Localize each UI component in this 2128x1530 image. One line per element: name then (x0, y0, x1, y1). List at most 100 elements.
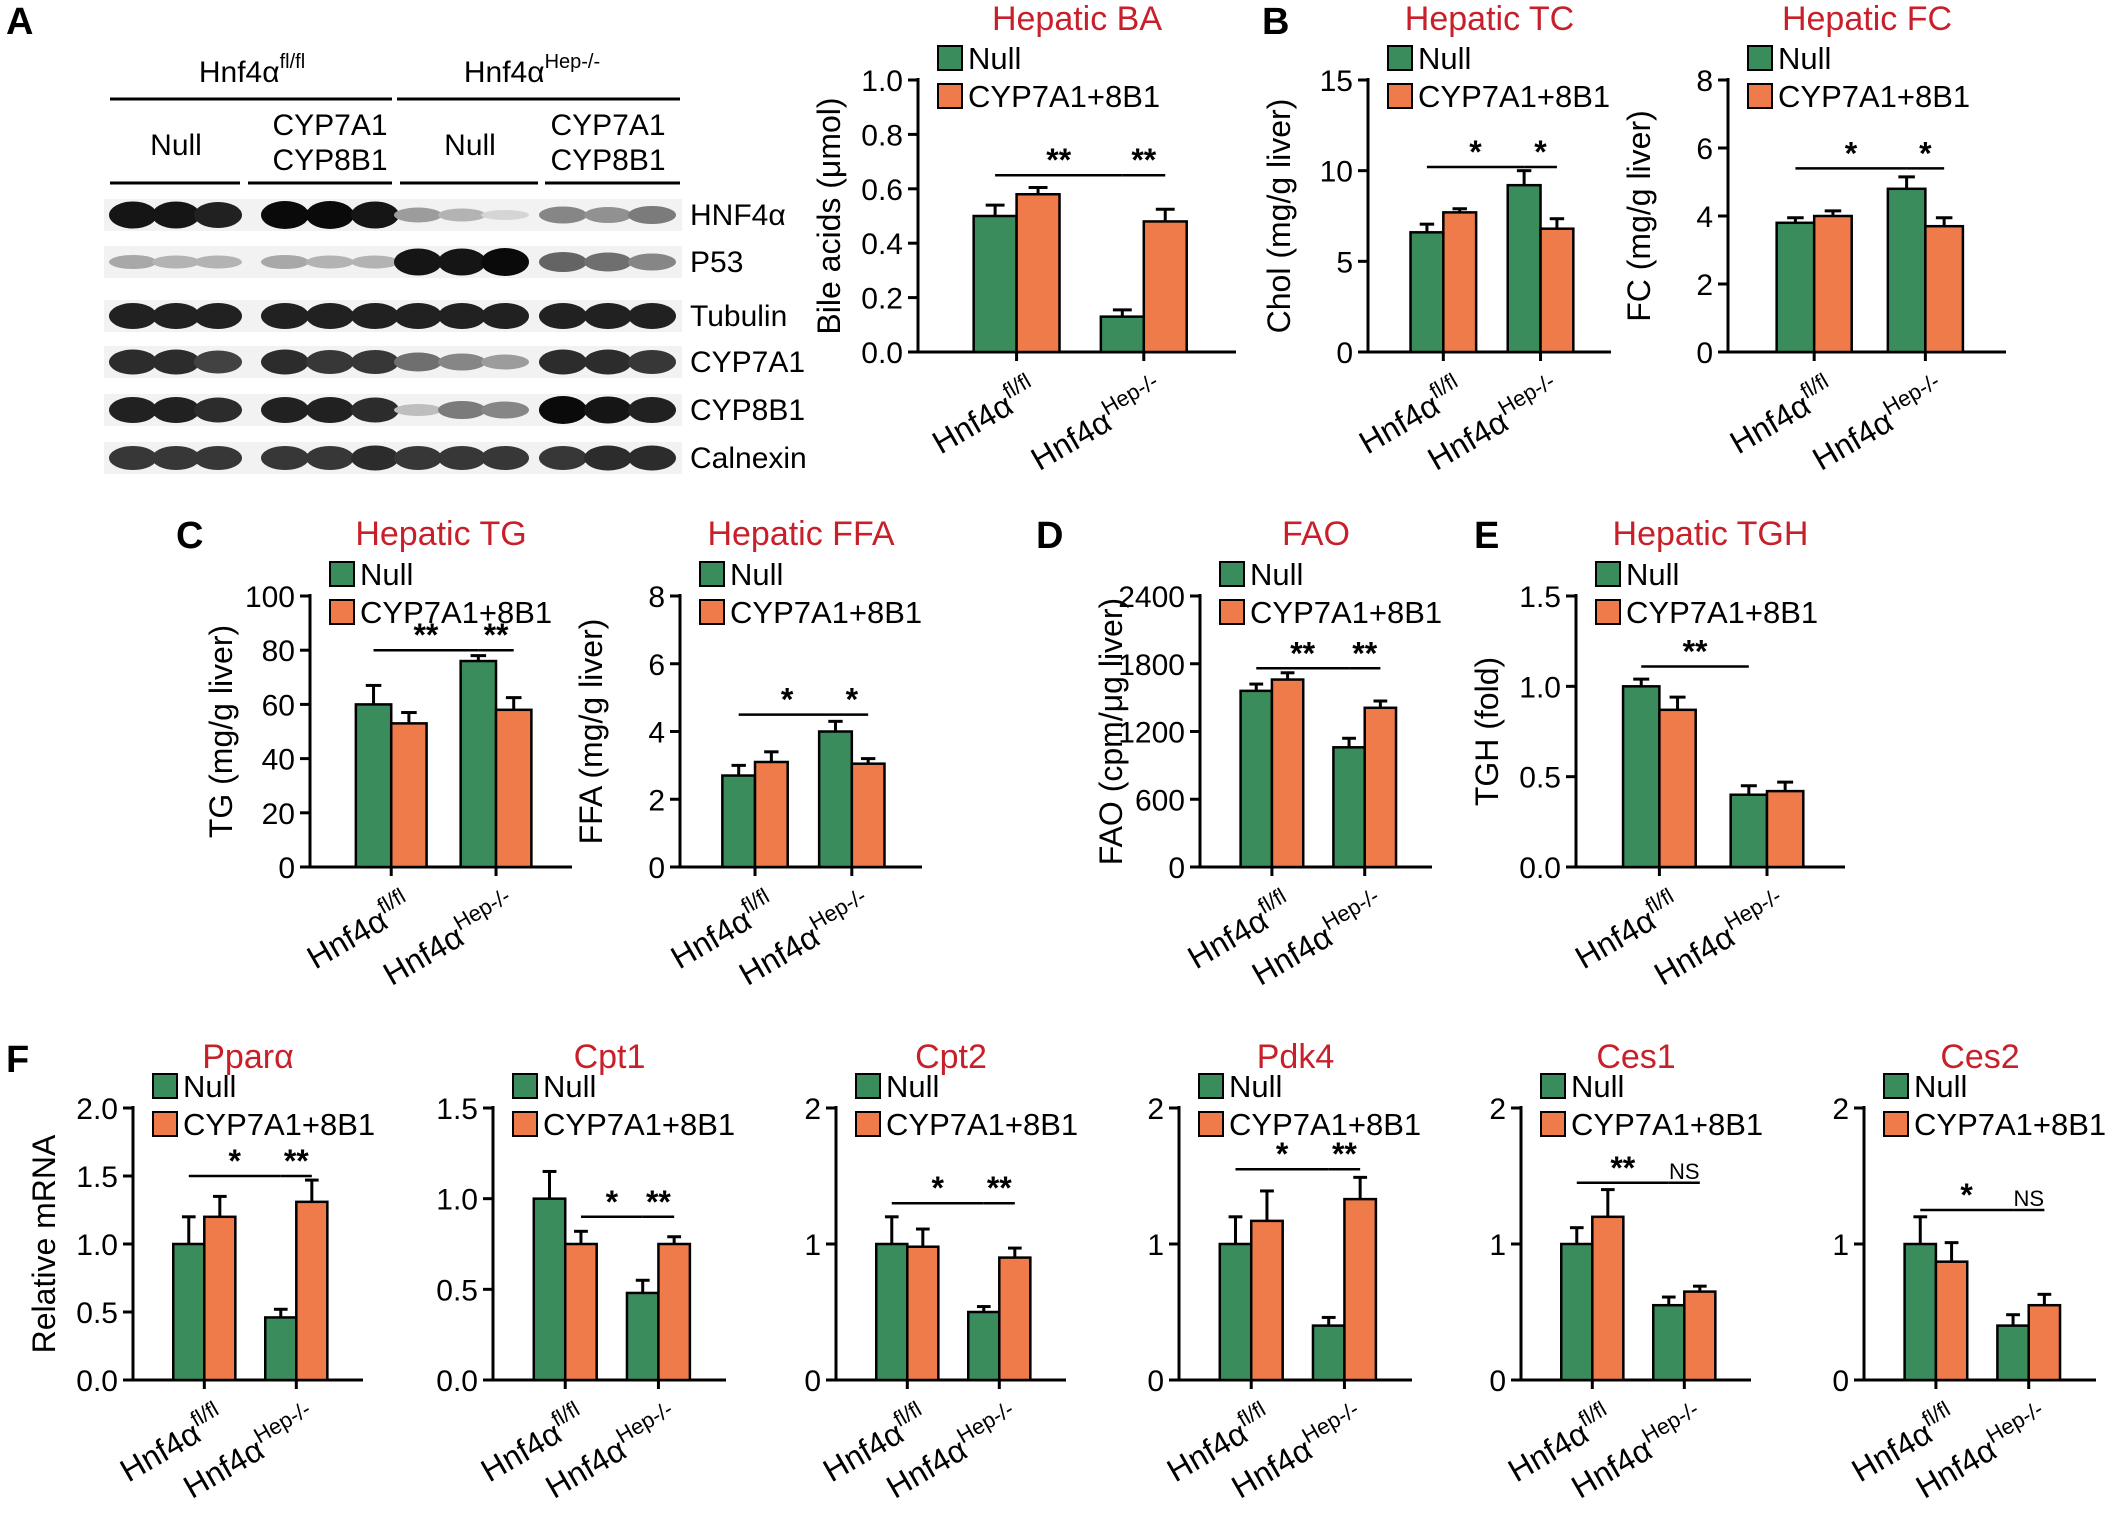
bar (1409, 231, 1445, 354)
legend-swatch (512, 1111, 538, 1137)
bar (1886, 187, 1927, 354)
blot-band (261, 201, 309, 229)
bar (1652, 1303, 1686, 1382)
blot-band (351, 397, 399, 423)
blot-band (306, 255, 354, 269)
significance-label: * (1469, 134, 1482, 170)
legend-swatch (937, 45, 963, 71)
blot-band (539, 446, 587, 470)
legend-swatch (1540, 1111, 1566, 1137)
y-tick-label: 10 (1320, 156, 1353, 189)
bar (1218, 1242, 1253, 1382)
legend-label: CYP7A1+8B1 (730, 595, 922, 630)
significance-label: ** (1332, 1136, 1357, 1172)
blot-band (481, 248, 529, 276)
chart-title: Pparα (202, 1038, 293, 1076)
significance-label: * (1919, 135, 1932, 171)
legend-label: Null (1571, 1069, 1624, 1104)
bar (875, 1242, 909, 1382)
y-tick-label: 0.6 (861, 174, 903, 207)
blot-band (109, 349, 157, 375)
blot-band (584, 396, 632, 424)
chart-fao: FAO FAO (cpm/μg liver) 0 600 1200 1800 2400 ** *… (1093, 515, 1442, 992)
blot-band (539, 303, 587, 329)
y-tick-label: 2 (1489, 1093, 1506, 1126)
y-tick-label: 6 (1696, 133, 1713, 166)
bar (972, 214, 1018, 354)
legend-swatch (855, 1073, 881, 1099)
bar (295, 1200, 329, 1382)
blot-row-label: Calnexin (690, 442, 807, 475)
blot-band (261, 397, 309, 423)
y-axis-label: Relative mRNA (26, 1134, 62, 1353)
y-tick-label: 2.0 (76, 1093, 118, 1126)
y-tick-label: 5 (1336, 246, 1353, 279)
blot-band (584, 303, 632, 329)
y-tick-label: 0.5 (1519, 762, 1561, 795)
blot-row-label: CYP8B1 (690, 394, 805, 427)
chart-tg: Hepatic TG TG (mg/g liver) 0 20 40 60 80 100 ** *… (203, 515, 572, 992)
bar (1539, 227, 1575, 354)
significance-label: ** (1290, 635, 1315, 671)
y-axis-label: TG (mg/g liver) (203, 625, 239, 838)
bar (203, 1215, 237, 1382)
bar (1239, 689, 1274, 869)
y-tick-label: 0 (648, 852, 665, 885)
bar (563, 1242, 598, 1382)
panel-letter-d: D (1036, 515, 1063, 557)
y-tick-label: 100 (245, 581, 295, 614)
blot-band (306, 201, 354, 229)
y-axis-label: TGH (fold) (1469, 657, 1505, 806)
legend-label: CYP7A1+8B1 (968, 79, 1160, 114)
y-tick-label: 1.0 (1519, 671, 1561, 704)
blot-band (152, 303, 200, 329)
legend-swatch (329, 599, 355, 625)
y-axis-label: FAO (cpm/μg liver) (1093, 598, 1129, 865)
bar (1343, 1197, 1378, 1382)
significance-label: * (606, 1184, 619, 1220)
legend-label: Null (1418, 41, 1471, 76)
y-tick-label: 1.0 (436, 1184, 478, 1217)
chart-title: Hepatic TGH (1613, 515, 1809, 553)
significance-label: ** (1131, 142, 1156, 178)
blot-band (394, 207, 442, 223)
y-tick-label: 2 (804, 1093, 821, 1126)
y-tick-label: 2 (648, 784, 665, 817)
blot-band (109, 255, 157, 269)
bar (1591, 1215, 1625, 1382)
significance-label: ** (1046, 142, 1071, 178)
blot-band (194, 446, 242, 470)
blot-sub-null-hep: Null (444, 129, 496, 162)
bar (1683, 1290, 1717, 1382)
y-tick-label: 0.0 (1519, 852, 1561, 885)
chart-tgh: Hepatic TGH TGH (fold) 0.0 0.5 1.0 1.5 ** NullC… (1469, 515, 1845, 992)
panel-letter-a: A (6, 1, 33, 43)
legend-label: CYP7A1+8B1 (1571, 1107, 1763, 1142)
y-tick-label: 1 (804, 1229, 821, 1262)
y-tick-label: 0.0 (861, 337, 903, 370)
blot-sub-cyp-fl-line1: CYP7A1 (272, 109, 387, 142)
bar (389, 722, 428, 869)
legend-swatch (1883, 1073, 1909, 1099)
y-tick-label: 1.5 (1519, 581, 1561, 614)
significance-label: ** (1683, 633, 1708, 669)
y-tick-label: 0.5 (436, 1274, 478, 1307)
blot-band (481, 401, 529, 419)
y-axis-label: Chol (mg/g liver) (1261, 99, 1297, 334)
blot-band (394, 248, 442, 276)
bar (1924, 224, 1965, 354)
legend-label: CYP7A1+8B1 (886, 1107, 1078, 1142)
bar (1015, 192, 1061, 354)
legend-swatch (699, 561, 725, 587)
legend-label: CYP7A1+8B1 (1778, 79, 1970, 114)
legend-label: CYP7A1+8B1 (543, 1107, 735, 1142)
significance-label: ** (413, 617, 438, 653)
legend-label: CYP7A1+8B1 (1914, 1107, 2106, 1142)
blot-band (261, 255, 309, 269)
blot-band (109, 303, 157, 329)
blot-band (481, 303, 529, 329)
legend-label: CYP7A1+8B1 (1418, 79, 1610, 114)
legend-swatch (1387, 83, 1413, 109)
significance-label: * (1534, 134, 1547, 170)
